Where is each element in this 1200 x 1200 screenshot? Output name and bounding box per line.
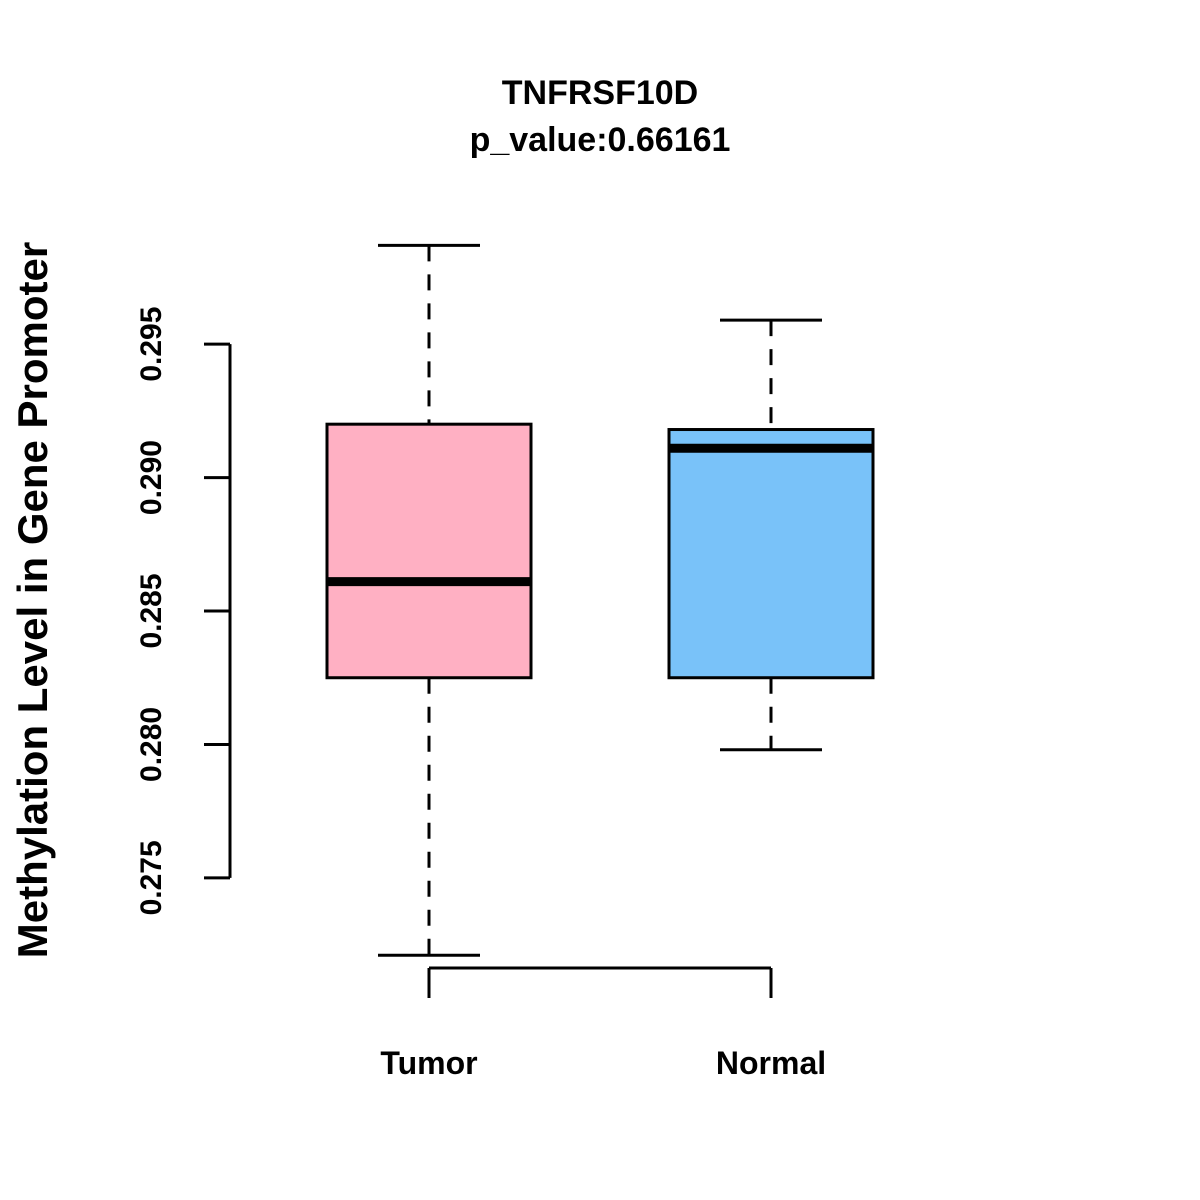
box-group — [325, 243, 875, 957]
box-normal — [667, 318, 875, 752]
y-tick-label: 0.295 — [135, 307, 168, 382]
y-tick-label: 0.285 — [135, 573, 168, 648]
y-axis: 0.275 0.280 0.285 0.290 0.295 — [135, 307, 232, 915]
iqr-box — [325, 422, 533, 680]
box-tumor — [325, 243, 533, 957]
chart-subtitle: p_value:0.66161 — [470, 121, 731, 159]
y-tick-label: 0.290 — [135, 440, 168, 515]
y-tick-label: 0.280 — [135, 707, 168, 782]
iqr-box — [667, 428, 875, 680]
y-axis-label: Methylation Level in Gene Promoter — [9, 242, 56, 958]
x-tick-label: Normal — [716, 1045, 826, 1081]
x-tick-label: Tumor — [380, 1045, 477, 1081]
x-axis: Tumor Normal — [380, 966, 826, 1081]
chart-title: TNFRSF10D — [502, 74, 698, 112]
y-tick-label: 0.275 — [135, 840, 168, 915]
